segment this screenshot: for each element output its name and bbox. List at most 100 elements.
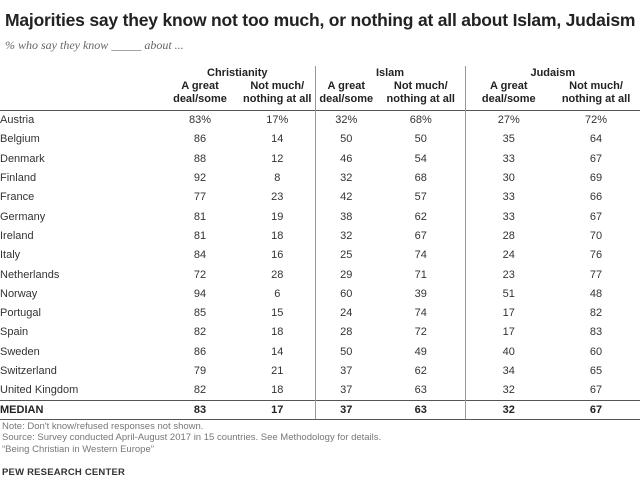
- value-cell: 82: [193, 384, 207, 397]
- value-cell: 25: [314, 246, 378, 266]
- value-cell: 33: [464, 207, 553, 227]
- table-row: Switzerland 79 21 37 62 34 65: [0, 361, 640, 382]
- value-cell: 29: [314, 265, 378, 285]
- value-cell: 23: [271, 191, 284, 204]
- value-cell: 18: [271, 384, 284, 397]
- value-cell: 50: [314, 130, 378, 150]
- value-cell: 37: [314, 381, 378, 401]
- country-label: France: [0, 191, 35, 204]
- value-cell: 79: [193, 365, 207, 377]
- group-header-islam: Islam: [314, 66, 466, 80]
- value-cell: 86: [193, 133, 207, 146]
- column-subheader: Not much/nothing at all: [240, 80, 315, 111]
- value-cell: 62: [414, 210, 427, 223]
- subheader-line: nothing at all: [243, 93, 312, 105]
- value-cell: 39: [414, 287, 427, 300]
- value-cell: 81: [193, 210, 207, 223]
- value-cell: 82: [589, 307, 603, 320]
- chart-subtitle: % who say they know _____ about ...: [5, 38, 184, 52]
- table-row: Spain 82 18 28 72 17 83: [0, 323, 640, 343]
- value-cell: 27%: [464, 110, 553, 131]
- value-cell: 34: [464, 361, 553, 382]
- column-subheader: A great deal/some: [464, 80, 553, 111]
- value-cell: 60: [589, 345, 603, 358]
- median-value-cell: 83: [160, 400, 240, 421]
- value-cell: 70: [589, 229, 603, 242]
- value-cell: 72: [193, 268, 207, 281]
- median-row: MEDIAN 83 17 37 63 32 67: [0, 400, 640, 421]
- value-cell: 32%: [314, 110, 378, 131]
- value-cell: 67: [589, 384, 603, 397]
- value-cell: 15: [271, 307, 284, 320]
- value-cell: 8: [274, 172, 281, 185]
- value-cell: 32: [464, 381, 553, 401]
- value-cell: 32: [314, 168, 378, 189]
- subheader-line: Not much/: [250, 80, 305, 92]
- table-row: Denmark 88 12 46 54 33 67: [0, 149, 640, 169]
- data-table: Christianity Islam Judaism A great deal/s…: [0, 66, 640, 421]
- country-label: Belgium: [0, 133, 40, 146]
- value-cell: 69: [589, 172, 603, 185]
- value-cell: 85: [193, 307, 207, 320]
- country-label: Portugal: [0, 307, 41, 320]
- value-cell: 17: [464, 303, 553, 324]
- report-title-line: “Being Christian in Western Europe”: [2, 443, 154, 455]
- subheader-line: deal/some: [481, 93, 536, 105]
- country-label: Germany: [0, 210, 46, 223]
- value-cell: 19: [271, 210, 284, 223]
- country-label: Netherlands: [0, 268, 60, 281]
- value-cell: 21: [271, 365, 284, 377]
- column-subheader: Not much/nothing at all: [552, 80, 640, 111]
- value-cell: 88: [193, 152, 207, 165]
- country-label: Italy: [0, 249, 21, 262]
- column-subheader: Not much/nothing at all: [377, 80, 465, 111]
- value-cell: 60: [314, 284, 378, 304]
- subheader-line: A great: [181, 80, 219, 92]
- median-value-cell: 67: [552, 400, 640, 421]
- country-label: Ireland: [0, 229, 34, 242]
- table-row: Ireland 81 18 32 67 28 70: [0, 226, 640, 247]
- value-cell: 76: [589, 249, 603, 262]
- subheader-line: Not much/: [569, 80, 623, 92]
- country-label: Sweden: [0, 345, 40, 358]
- value-cell: 65: [589, 365, 603, 377]
- value-cell: 86: [193, 345, 207, 358]
- median-value-cell: 32: [464, 400, 553, 421]
- value-cell: 46: [314, 149, 378, 169]
- value-cell: 38: [314, 207, 378, 227]
- value-cell: 81: [193, 229, 207, 242]
- value-cell: 50: [414, 133, 427, 146]
- value-cell: 35: [464, 130, 553, 150]
- country-label: Finland: [0, 172, 37, 185]
- value-cell: 28: [464, 226, 553, 247]
- table-row: Netherlands 72 28 29 71 23 77: [0, 265, 640, 285]
- subheader-line: deal/some: [319, 93, 374, 105]
- value-cell: 83%: [160, 110, 240, 131]
- table-row: Sweden 86 14 50 49 40 60: [0, 342, 640, 362]
- value-cell: 12: [271, 152, 284, 165]
- value-cell: 54: [414, 152, 427, 165]
- value-cell: 23: [464, 265, 553, 285]
- table-row: Germany 81 19 38 62 33 67: [0, 207, 640, 227]
- table-row: United Kingdom 82 18 37 63 32 67: [0, 381, 640, 401]
- chart-title: Majorities say they know not too much, o…: [5, 10, 636, 30]
- median-label: MEDIAN: [0, 400, 160, 421]
- country-label: Spain: [0, 326, 29, 339]
- value-cell: 71: [414, 268, 427, 281]
- country-label: United Kingdom: [0, 384, 79, 397]
- country-label: Austria: [0, 110, 160, 131]
- value-cell: 14: [271, 345, 284, 358]
- value-cell: 37: [314, 361, 378, 382]
- value-cell: 64: [589, 133, 603, 146]
- value-cell: 82: [193, 326, 207, 339]
- table-row: Portugal 85 15 24 74 17 82: [0, 303, 640, 324]
- header-spacer: [0, 80, 160, 111]
- table-row: France 77 23 42 57 33 66: [0, 188, 640, 208]
- subheader-line: deal/some: [173, 93, 227, 105]
- header-spacer: [0, 66, 160, 80]
- group-header-judaism: Judaism: [464, 66, 640, 80]
- table-row: Austria 83% 17% 32% 68% 27% 72%: [0, 110, 640, 131]
- value-cell: 17%: [240, 110, 316, 131]
- column-subheader: A great deal/some: [314, 80, 378, 111]
- value-cell: 94: [193, 287, 207, 300]
